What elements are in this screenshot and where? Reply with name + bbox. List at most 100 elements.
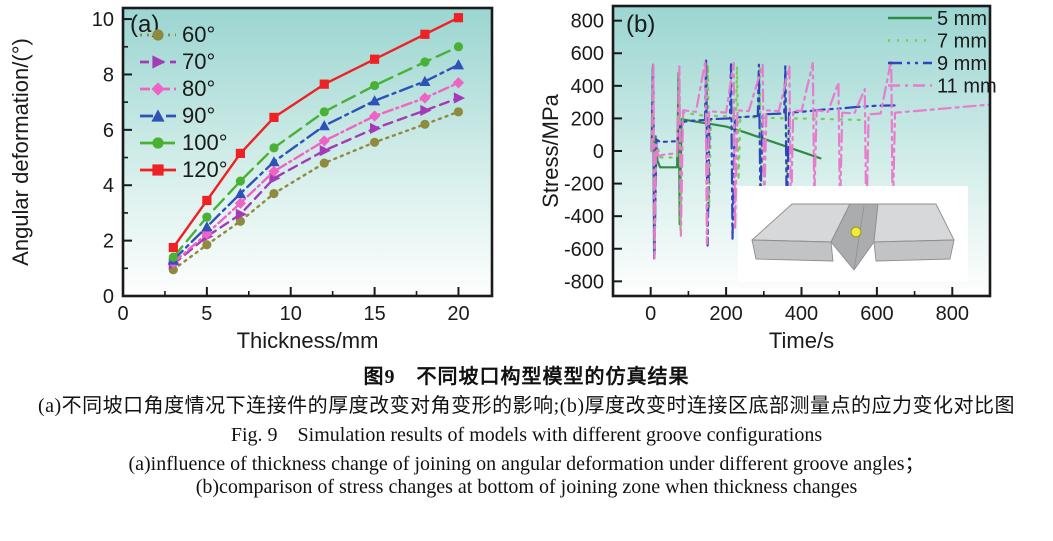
y-tick-label: 2 [103, 231, 114, 253]
y-tick-label: 0 [103, 286, 114, 308]
data-marker [269, 172, 281, 184]
legend-item: 11 mm [888, 76, 997, 98]
data-marker [168, 242, 178, 253]
caption-zh-subtitle: (a)不同坡口角度情况下连接件的厚度改变对角变形的影响;(b)厚度改变时连接区底… [37, 395, 1016, 417]
legend-marker [151, 82, 165, 96]
plot-frame [121, 6, 494, 298]
panel-label: (b) [626, 11, 655, 38]
caption-en-part-b: (b)comparison of stress changes at botto… [195, 476, 858, 498]
data-marker [369, 54, 380, 64]
series-line-11mm [650, 58, 990, 260]
series-line-70 [172, 96, 460, 266]
legend-marker [152, 55, 166, 69]
data-marker [268, 156, 280, 167]
legend: 60°70°80°90°100°120° [140, 22, 228, 182]
legend-label: 7 mm [937, 31, 987, 53]
y-tick-label: 0 [593, 141, 604, 163]
figure-captions: 图9 不同坡口构型模型的仿真结果 (a)不同坡口角度情况下连接件的厚度改变对角变… [0, 360, 1053, 499]
y-tick-label: 10 [92, 9, 114, 31]
y-tick-label: 200 [571, 108, 604, 130]
data-marker [234, 187, 247, 199]
data-marker [319, 145, 331, 157]
data-marker [419, 75, 431, 86]
caption-en-part-a: (a)influence of thickness change of join… [128, 453, 925, 475]
x-tick-label: 15 [363, 303, 385, 325]
series-line-7mm [650, 63, 863, 257]
y-axis-label: Angular deformation/(°) [8, 38, 33, 266]
legend-item: 90° [140, 103, 215, 128]
tick-labels: 0 200 400 600 800 -800 -600 -400 -200 0 200 400 600 8… [564, 11, 969, 325]
legend-item: 9 mm [888, 53, 987, 75]
data-marker [369, 137, 380, 147]
legend-item: 120° [140, 157, 228, 182]
data-marker [453, 107, 464, 117]
caption-zh-title: 图9 不同坡口构型模型的仿真结果 [363, 366, 690, 388]
caption-en-title: Fig. 9 Simulation results of models with… [230, 424, 823, 446]
legend-item: 5 mm [888, 8, 987, 30]
y-tick-label: 600 [571, 43, 604, 65]
series-group [650, 58, 990, 260]
data-marker [269, 143, 279, 153]
data-marker [453, 42, 464, 52]
data-marker [368, 110, 381, 122]
legend-label: 80° [182, 76, 215, 101]
data-marker [452, 59, 465, 70]
data-marker [453, 92, 466, 104]
legend-marker [152, 29, 164, 41]
data-marker [202, 212, 212, 222]
data-marker [269, 188, 279, 199]
data-marker [319, 79, 329, 89]
data-marker [235, 208, 248, 220]
legend-item: 7 mm [888, 31, 987, 53]
data-marker [452, 77, 465, 89]
data-marker [168, 252, 178, 262]
y-tick-label: -200 [564, 174, 604, 196]
legend-item: 80° [140, 76, 215, 101]
data-marker [235, 176, 246, 186]
data-marker [420, 57, 430, 67]
series-line-60 [172, 110, 460, 271]
y-tick-label: 800 [571, 11, 604, 33]
y-tick-label: 6 [103, 120, 114, 142]
x-axis-label: Thickness/mm [237, 328, 379, 353]
x-tick-label: 400 [785, 303, 818, 325]
y-tick-label: 400 [571, 76, 604, 98]
data-marker [269, 112, 279, 122]
y-tick-label: -600 [564, 239, 604, 261]
legend-label: 9 mm [937, 53, 987, 75]
legend-marker [151, 109, 165, 122]
charts-row: 0 5 10 15 20 0 2 4 6 8 10 Thickness/mm Angular defor… [8, 4, 997, 353]
legend-marker [152, 137, 164, 149]
x-axis-label: Time/s [769, 328, 834, 353]
data-marker [369, 122, 382, 135]
y-tick-label: -800 [564, 271, 604, 293]
series-group [167, 13, 466, 275]
y-axis-label: Stress/MPa [540, 93, 563, 207]
data-marker [201, 221, 213, 232]
series-line-120 [172, 16, 460, 249]
data-marker [453, 13, 464, 23]
legend-marker [152, 164, 164, 176]
data-marker [318, 135, 330, 147]
data-marker [202, 240, 212, 250]
x-tick-label: 0 [117, 303, 128, 325]
x-tick-label: 10 [280, 303, 302, 325]
y-tick-label: 4 [103, 175, 114, 197]
data-marker [235, 148, 246, 158]
data-marker [420, 104, 432, 117]
data-marker [234, 197, 247, 209]
y-tick-label: -400 [564, 206, 604, 228]
series-line-80 [172, 81, 460, 264]
x-tick-label: 20 [447, 303, 469, 325]
legend-label: 120° [182, 157, 228, 182]
series-line-90 [172, 63, 460, 262]
legend-label: 100° [182, 130, 228, 155]
measure-point-dot [850, 226, 862, 238]
legend-label: 5 mm [937, 8, 987, 30]
data-marker [235, 216, 246, 226]
plot-frame [611, 4, 992, 298]
data-marker [419, 92, 431, 104]
x-tick-label: 5 [201, 303, 212, 325]
